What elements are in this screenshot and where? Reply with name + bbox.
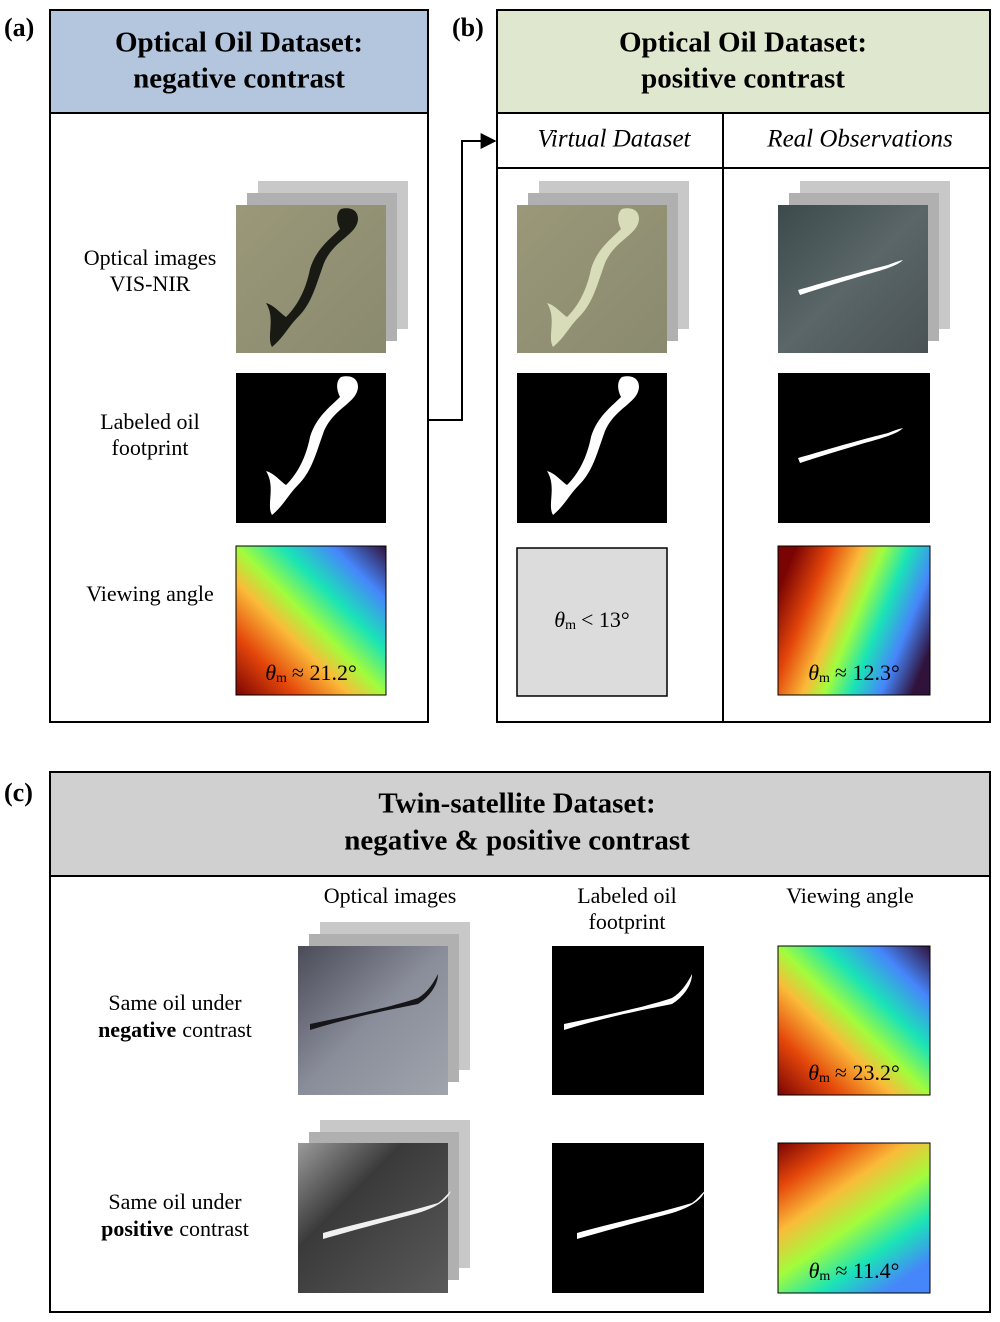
angle-relation: ≈ 11.4° — [835, 1258, 899, 1283]
row-label-part: contrast — [179, 1216, 249, 1241]
row-label-emphasis: negative — [98, 1017, 176, 1042]
panel-frame — [49, 9, 429, 723]
panel-header — [50, 10, 428, 113]
angle-image — [235, 545, 387, 696]
panel-frame — [49, 771, 991, 1313]
angle-relation: ≈ 23.2° — [835, 1060, 900, 1085]
column-header: Viewing angle — [786, 883, 914, 908]
angle-label: θm ≈ 21.2° — [265, 660, 357, 686]
footprint-image — [552, 946, 704, 1095]
row-label: Viewing angle — [86, 581, 214, 606]
panel-frame — [496, 9, 991, 723]
column-header: Labeled oil — [577, 883, 677, 908]
angle-relation: ≈ 12.3° — [835, 660, 900, 685]
footprint-image — [778, 373, 930, 523]
angle-image — [777, 1142, 931, 1294]
image-stack — [236, 181, 408, 353]
row-label: Optical images — [84, 245, 217, 270]
column-header: Virtual Dataset — [537, 126, 691, 153]
panel-title: negative & positive contrast — [344, 825, 690, 857]
panel-label: (b) — [452, 13, 484, 42]
angle-symbol: θ — [554, 607, 565, 632]
column-header: footprint — [589, 909, 666, 934]
panel-title: Optical Oil Dataset: — [619, 27, 867, 59]
angle-label: θm ≈ 12.3° — [808, 660, 900, 686]
angle-label: θm ≈ 23.2° — [808, 1060, 900, 1086]
panel-header — [50, 772, 990, 876]
image-stack — [298, 922, 470, 1095]
angle-sub: m — [819, 1071, 830, 1086]
panel-label: (c) — [4, 778, 33, 807]
column-header: Real Observations — [766, 126, 952, 153]
angle-image — [516, 547, 668, 697]
angle-symbol: θ — [265, 660, 276, 685]
row-label: positive contrast — [101, 1216, 249, 1241]
row-label: VIS-NIR — [110, 271, 191, 296]
row-label: Same oil under — [108, 1189, 242, 1214]
panel-title: positive contrast — [641, 63, 845, 95]
angle-symbol: θ — [808, 1060, 819, 1085]
panel-label: (a) — [4, 13, 34, 42]
image-stack — [517, 181, 689, 353]
angle-relation: < 13° — [581, 607, 630, 632]
footprint-image — [236, 373, 386, 523]
angle-image — [777, 945, 931, 1096]
row-label-emphasis: positive — [101, 1216, 173, 1241]
angle-sub: m — [276, 671, 287, 686]
row-label: footprint — [112, 435, 189, 460]
column-header: Optical images — [324, 883, 457, 908]
angle-sub: m — [819, 1269, 830, 1284]
panel-title: negative contrast — [133, 63, 345, 95]
arrow — [428, 133, 497, 421]
angle-label: θm < 13° — [554, 607, 629, 633]
row-label: Labeled oil — [100, 409, 200, 434]
angle-sub: m — [819, 671, 830, 686]
angle-image — [777, 545, 931, 696]
row-label: Same oil under — [108, 990, 242, 1015]
footprint-image — [517, 373, 667, 523]
footprint-image — [552, 1143, 705, 1293]
angle-label: θm ≈ 11.4° — [809, 1258, 900, 1284]
panel-title: Optical Oil Dataset: — [115, 27, 363, 59]
panel-title: Twin-satellite Dataset: — [378, 788, 655, 820]
angle-symbol: θ — [809, 1258, 820, 1283]
angle-sub: m — [565, 618, 576, 633]
row-label: negative contrast — [98, 1017, 252, 1042]
row-label-part: contrast — [182, 1017, 252, 1042]
angle-symbol: θ — [808, 660, 819, 685]
image-stack — [778, 181, 950, 353]
angle-relation: ≈ 21.2° — [292, 660, 357, 685]
panel-header — [497, 10, 990, 113]
image-stack — [298, 1120, 470, 1293]
